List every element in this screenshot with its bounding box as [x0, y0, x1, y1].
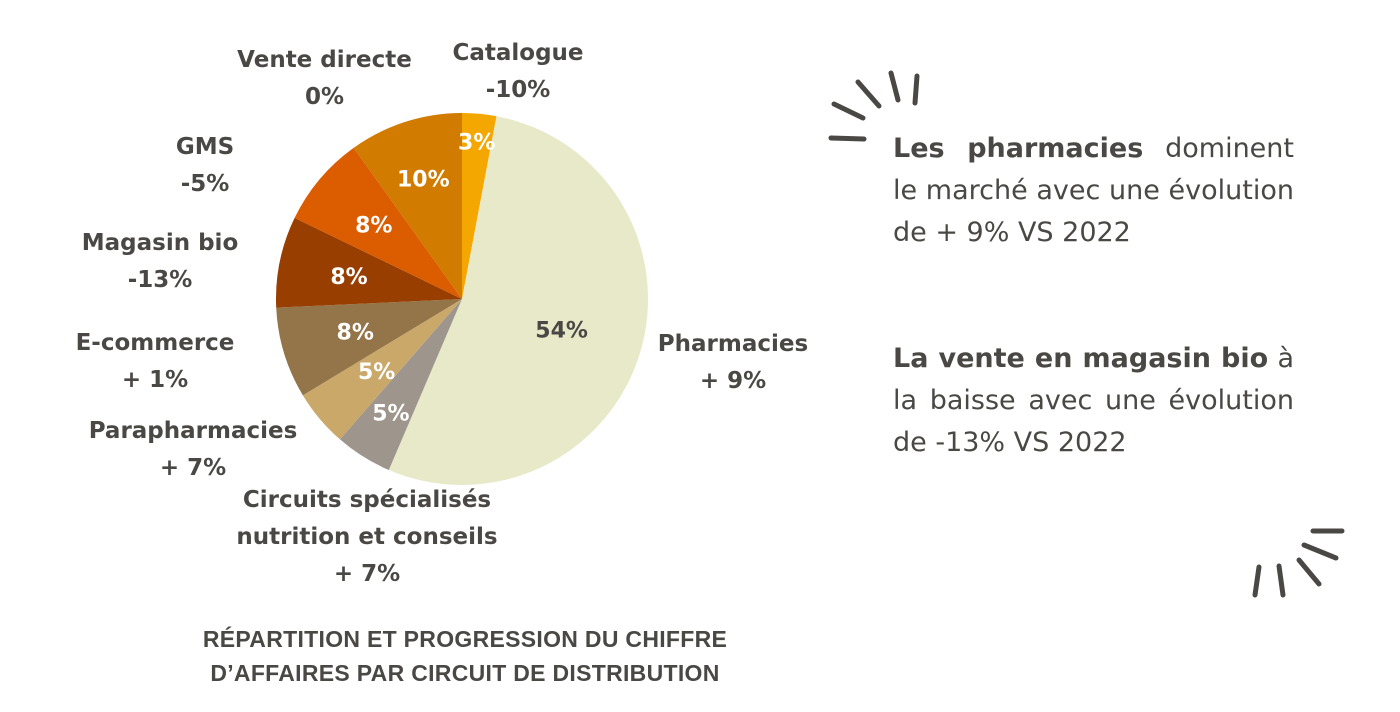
label-ecommerce-evolution: + 1% — [121, 367, 189, 393]
label-magasin-bio: Magasin bio -13% — [70, 225, 250, 299]
pie-slice-label: 10% — [397, 168, 450, 193]
label-vente-directe-evolution: 0% — [304, 84, 345, 110]
label-circuits: Circuits spécialisés nutrition et consei… — [222, 482, 512, 593]
pie-slice-labels: 3%54%5%5%8%8%8%10% — [330, 131, 588, 427]
label-parapharmacies: Parapharmacies + 7% — [78, 413, 308, 487]
pie-slice-label: 5% — [358, 360, 395, 385]
label-catalogue-name: Catalogue — [452, 40, 584, 66]
insight-magasin-bio-bold: La vente en magasin bio — [893, 343, 1269, 374]
caption-line-1: RÉPARTITION ET PROGRESSION DU CHIFFRE — [202, 626, 728, 652]
insight-pharmacies: Les pharmacies dominent le marché avec u… — [893, 128, 1294, 254]
sparkle-bottom-decoration — [1252, 528, 1345, 598]
pie-slice-label: 8% — [355, 214, 392, 239]
sparkle-top-decoration — [828, 70, 920, 142]
label-vente-directe: Vente directe 0% — [222, 42, 427, 116]
label-pharmacies: Pharmacies + 9% — [648, 326, 818, 400]
pie-slice-pharmacies — [388, 116, 648, 485]
insight-pharmacies-bold: Les pharmacies — [893, 133, 1144, 164]
label-ecommerce: E-commerce + 1% — [60, 325, 250, 399]
label-gms: GMS -5% — [150, 129, 260, 203]
pie-slice-gms — [294, 147, 462, 299]
label-circuits-evolution: + 7% — [333, 561, 401, 587]
pie-slice-circuits-sp-cialis-s-nutrition-et-conseils — [339, 299, 462, 470]
label-parapharmacies-evolution: + 7% — [159, 455, 227, 481]
pie-slice-catalogue — [462, 113, 497, 299]
insight-magasin-bio: La vente en magasin bio à la baisse avec… — [893, 338, 1294, 464]
pie-slice-label: 5% — [372, 401, 409, 426]
label-pharmacies-name: Pharmacies — [657, 331, 809, 357]
pie-slice-magasin-bio — [276, 217, 462, 308]
insight-pharmacies-text: dominent le marché avec une évolution de… — [893, 133, 1294, 248]
pie-slice-label: 8% — [330, 265, 367, 290]
label-parapharmacies-name: Parapharmacies — [88, 418, 298, 444]
label-vente-directe-name: Vente directe — [237, 47, 412, 73]
label-circuits-line1: Circuits spécialisés — [242, 487, 492, 513]
pie-slice-label: 3% — [458, 131, 495, 156]
label-catalogue-evolution: -10% — [485, 77, 551, 103]
chart-caption: RÉPARTITION ET PROGRESSION DU CHIFFRE D’… — [60, 622, 870, 690]
pie-slice-vente-directe — [353, 113, 462, 299]
pie-slice-e-commerce — [276, 299, 462, 396]
pie-slice-label: 8% — [337, 320, 374, 345]
label-gms-name: GMS — [175, 134, 235, 160]
pie-slices — [276, 113, 648, 485]
label-circuits-line2: nutrition et conseils — [236, 524, 498, 550]
label-magasin-bio-evolution: -13% — [127, 267, 193, 293]
label-magasin-bio-name: Magasin bio — [81, 230, 239, 256]
label-gms-evolution: -5% — [180, 171, 230, 197]
label-catalogue: Catalogue -10% — [438, 35, 598, 109]
pie-slice-parapharmacies — [302, 299, 462, 440]
label-pharmacies-evolution: + 9% — [699, 368, 767, 394]
pie-slice-label: 54% — [535, 318, 588, 343]
label-ecommerce-name: E-commerce — [75, 330, 235, 356]
insight-magasin-bio-text: à la baisse avec une évolution de -13% V… — [893, 343, 1294, 458]
caption-line-2: D’AFFAIRES PAR CIRCUIT DE DISTRIBUTION — [210, 660, 720, 686]
